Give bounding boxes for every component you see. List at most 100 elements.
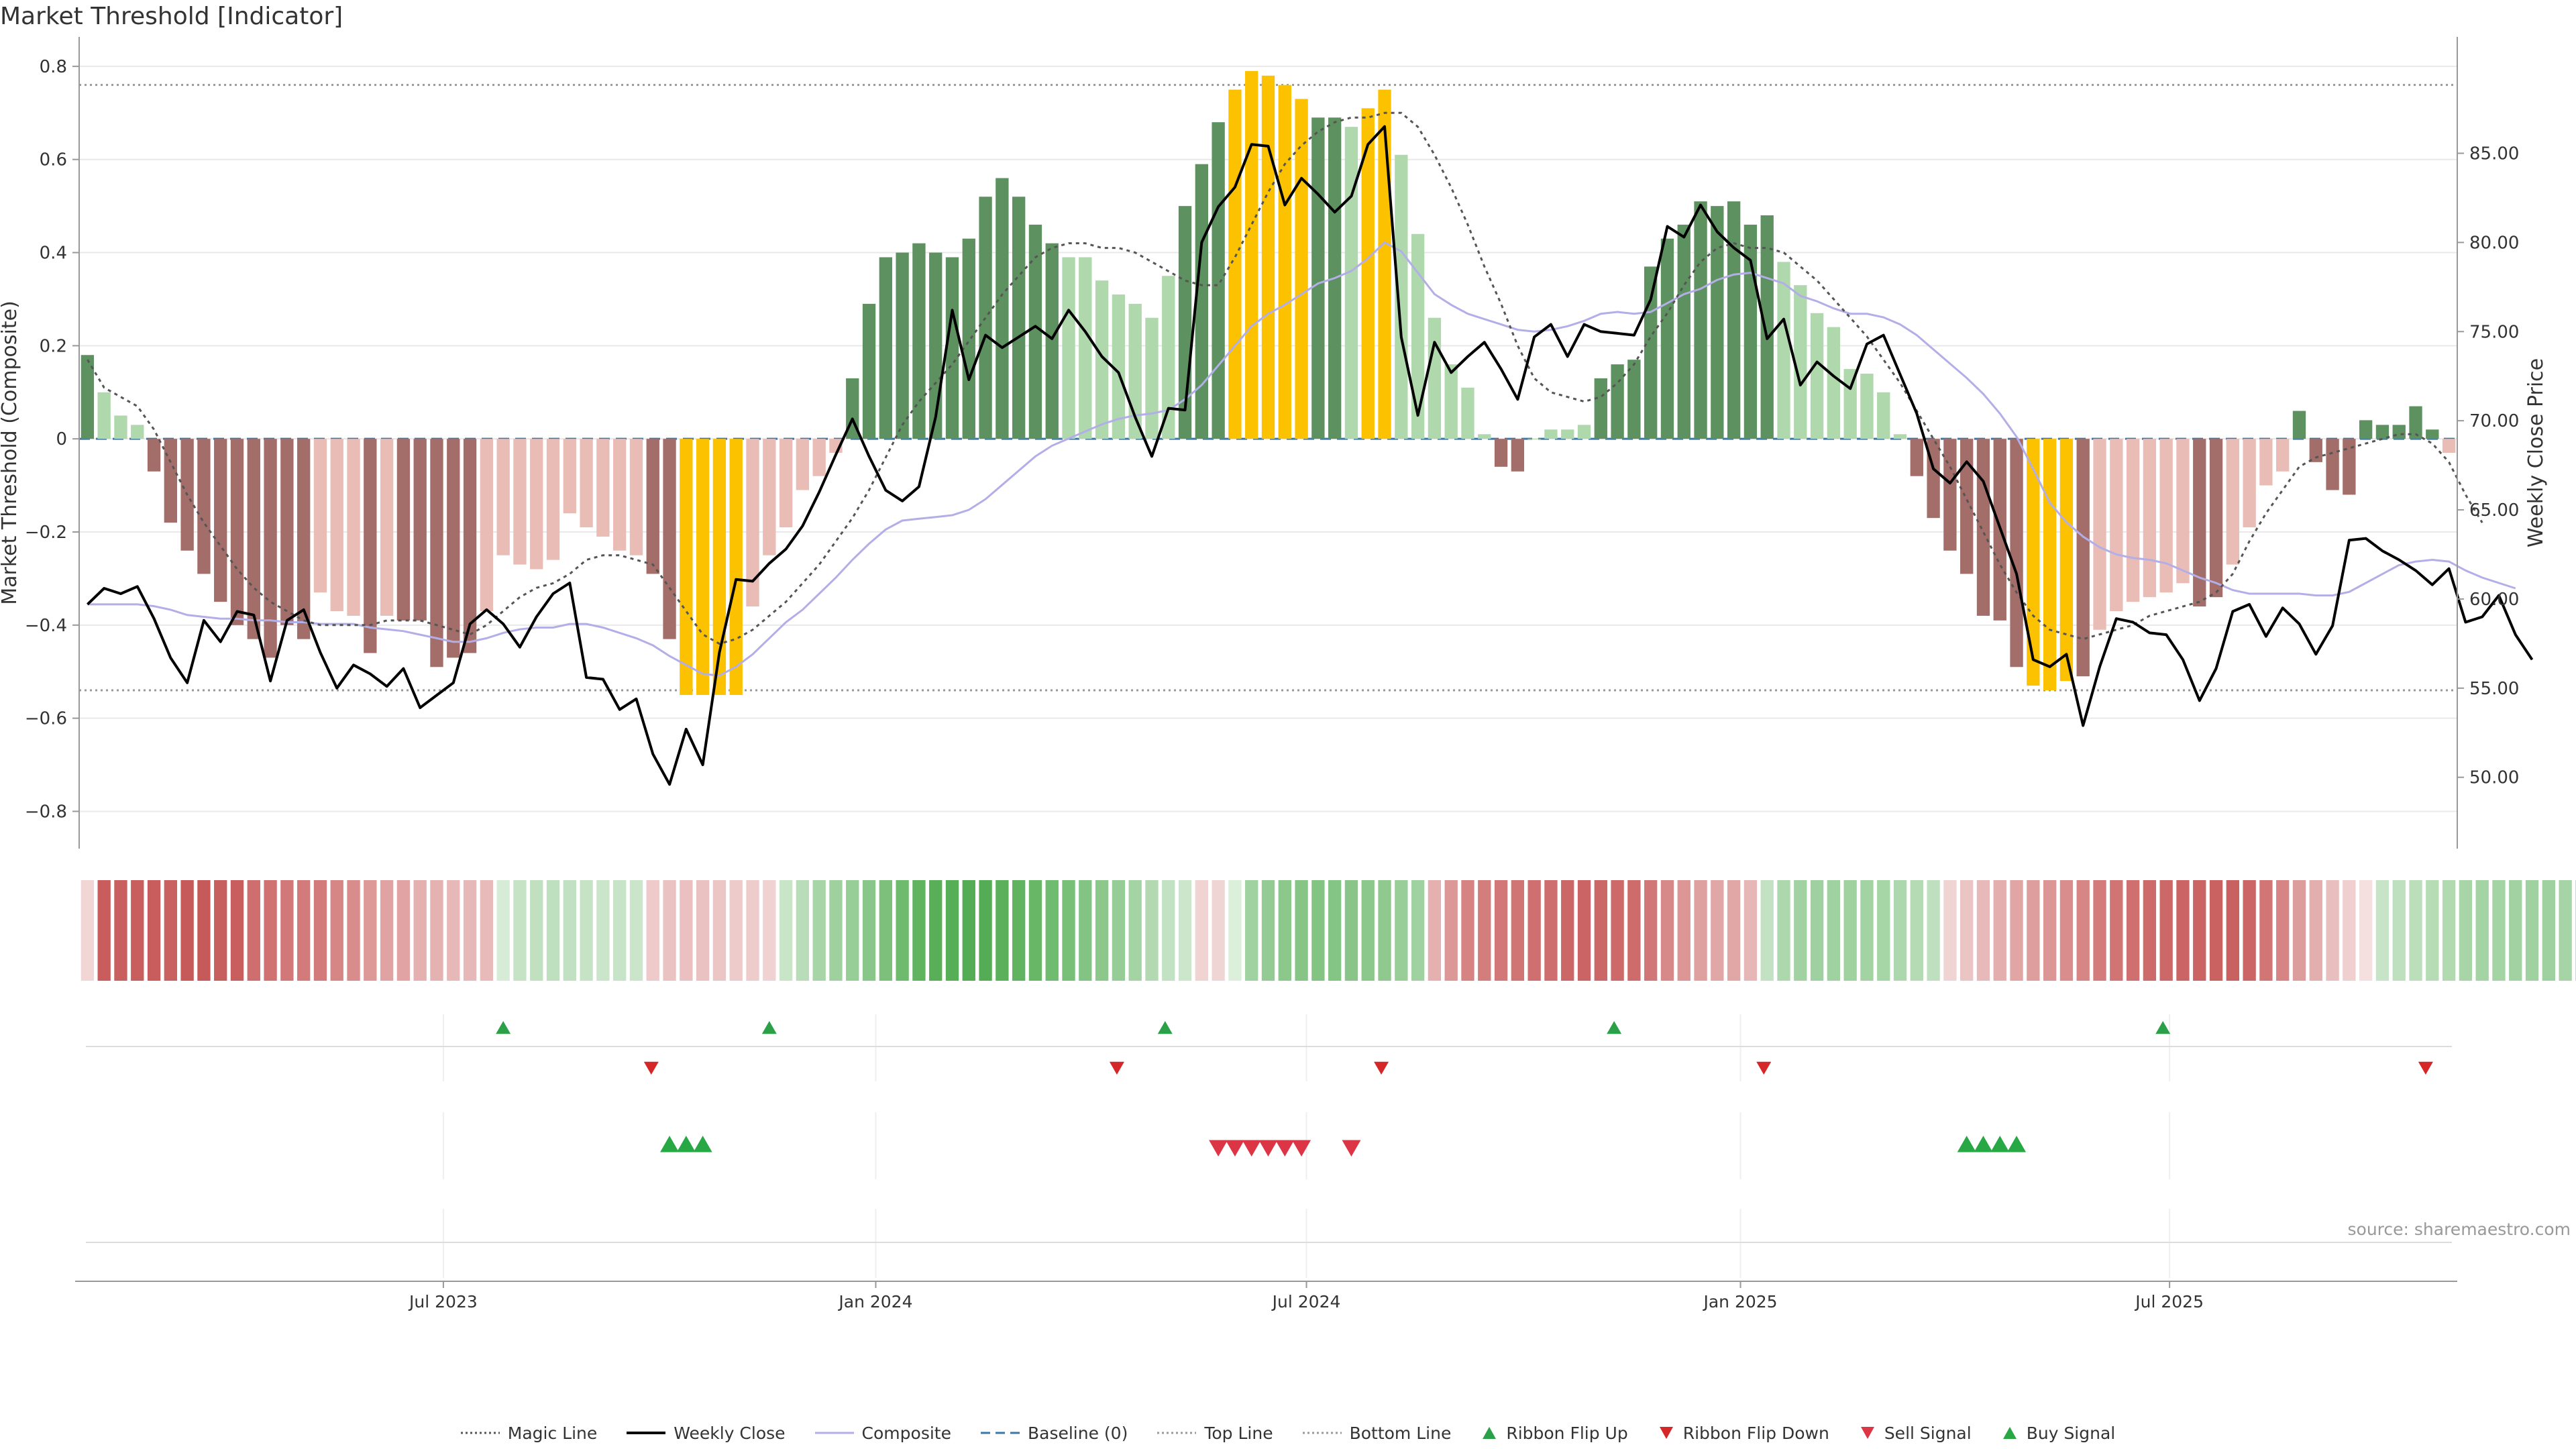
y-right-tick-label: 65.00	[2469, 500, 2519, 521]
ribbon-cell	[1012, 880, 1026, 981]
ribbon-cell	[1694, 880, 1707, 981]
buy-signal-marker	[676, 1136, 696, 1152]
ribbon-cell	[2525, 880, 2539, 981]
ribbon-cell	[1960, 880, 1974, 981]
composite-bar	[2010, 439, 2023, 667]
ribbon-cell	[2343, 880, 2356, 981]
ribbon-cell	[2326, 880, 2339, 981]
composite-bar	[80, 355, 95, 439]
buy-signal-marker	[2007, 1136, 2027, 1152]
composite-bar	[1212, 122, 1225, 439]
composite-bar	[380, 439, 394, 616]
y-right-tick-label: 55.00	[2469, 679, 2519, 699]
sell-signal-marker	[1242, 1140, 1261, 1157]
composite-bar	[1012, 197, 1026, 439]
ribbon-cell	[1544, 880, 1558, 981]
ribbon-cell	[2193, 880, 2206, 981]
composite-bar	[2343, 439, 2356, 495]
legend-item: Bottom Line	[1302, 1424, 1451, 1443]
ribbon-cell	[1711, 880, 1724, 981]
ribbon-cell	[1245, 880, 1258, 981]
series-lines	[87, 111, 2534, 786]
ribbon-cell	[1794, 880, 1807, 981]
ribbon-cell	[147, 880, 161, 981]
ribbon-cell	[1178, 880, 1192, 981]
ribbon-cell	[447, 880, 460, 981]
ribbon-cell	[430, 880, 443, 981]
ribbon-cell	[1162, 880, 1175, 981]
sell-signal-marker	[1275, 1140, 1295, 1157]
composite-bar	[680, 439, 693, 695]
ribbon-cell	[1727, 880, 1741, 981]
legend-label: Buy Signal	[2026, 1423, 2116, 1443]
composite-bar	[1478, 434, 1491, 439]
legend-item: Composite	[814, 1424, 951, 1443]
y-left-tick-label: −0.6	[25, 709, 67, 729]
composite-bar	[546, 439, 560, 560]
y-right-tick-label: 50.00	[2469, 768, 2519, 788]
composite-bar	[2209, 439, 2223, 598]
composite-bar	[1594, 378, 1607, 439]
composite-bar	[480, 439, 494, 611]
buy-signal-marker	[1957, 1136, 1976, 1152]
composite-bar	[896, 252, 909, 439]
composite-bar	[812, 439, 826, 476]
signal-panels	[86, 1014, 2452, 1278]
ribbon-cell	[114, 880, 127, 981]
composite-bar	[2093, 439, 2106, 630]
composite-bar	[945, 257, 959, 439]
ribbon-cell	[413, 880, 427, 981]
sell-signal-marker	[1292, 1140, 1311, 1157]
ribbon-cell	[2442, 880, 2456, 981]
ribbon-cell	[1278, 880, 1291, 981]
color-ribbon	[80, 880, 2576, 981]
ribbon-cell	[1993, 880, 2006, 981]
composite-bar	[1577, 425, 1591, 439]
buy-signal-marker	[660, 1136, 680, 1152]
ribbon-cell	[347, 880, 360, 981]
composite-bar	[1428, 317, 1442, 439]
ribbon-cell	[1344, 880, 1358, 981]
ribbon-cell	[996, 880, 1009, 981]
y-left-tick-label: −0.4	[25, 616, 67, 636]
ribbon-cell	[1378, 880, 1391, 981]
composite-bar	[247, 439, 260, 639]
composite-bar	[2059, 439, 2074, 682]
ribbon-flip-up-marker	[761, 1021, 777, 1034]
legend-swatch	[1860, 1427, 1874, 1439]
composite-bar	[513, 439, 527, 565]
ribbon-cell	[1860, 880, 1874, 981]
composite-bar	[712, 439, 727, 695]
ribbon-cell	[131, 880, 144, 981]
composite-bar	[596, 439, 610, 537]
y-left-tick-label: 0.2	[40, 336, 67, 356]
ribbon-cell	[2093, 880, 2106, 981]
ribbon-cell	[2076, 880, 2090, 981]
ribbon-cell	[1976, 880, 1990, 981]
ribbon-cell	[1478, 880, 1491, 981]
legend-label: Weekly Close	[674, 1423, 786, 1443]
ribbon-cell	[696, 880, 710, 981]
x-tick-label: Jan 2024	[837, 1292, 912, 1311]
ribbon-cell	[297, 880, 311, 981]
composite-bar	[1660, 238, 1674, 439]
composite-bar	[1794, 285, 1807, 439]
composite-bar	[164, 439, 178, 523]
ribbon-flip-down-marker	[2418, 1061, 2433, 1075]
composite-bar	[1411, 233, 1425, 439]
ribbon-cell	[2559, 880, 2572, 981]
ribbon-cell	[480, 880, 494, 981]
composite-bar	[530, 439, 543, 570]
y-left-tick-label: 0	[56, 429, 67, 449]
ribbon-cell	[1045, 880, 1059, 981]
composite-bar	[1810, 313, 1824, 439]
legend-item: Weekly Close	[627, 1423, 786, 1443]
composite-bar	[746, 439, 759, 607]
composite-bar	[2143, 439, 2157, 598]
ribbon-cell	[596, 880, 610, 981]
ribbon-cell	[97, 880, 111, 981]
ribbon-cell	[1910, 880, 1923, 981]
composite-bar	[1677, 224, 1690, 439]
composite-bar	[214, 439, 227, 602]
ribbon-cell	[364, 880, 377, 981]
